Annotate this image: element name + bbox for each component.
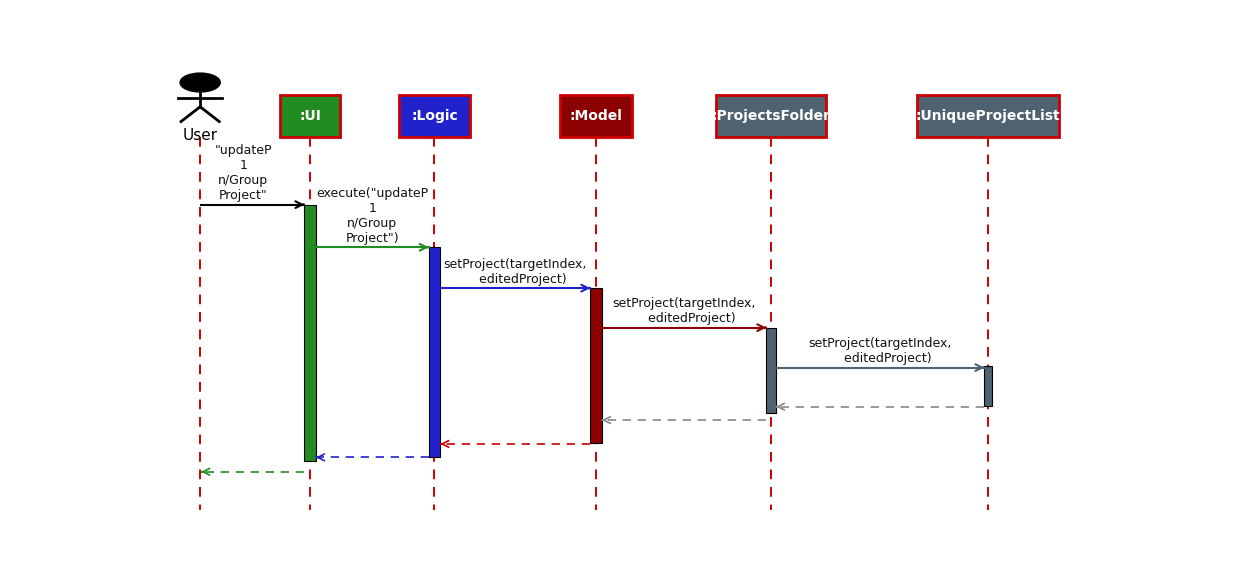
Circle shape: [180, 73, 220, 92]
FancyBboxPatch shape: [716, 94, 826, 138]
FancyBboxPatch shape: [280, 94, 339, 138]
Text: setProject(targetIndex,
    editedProject): setProject(targetIndex, editedProject): [612, 297, 755, 325]
Text: :Logic: :Logic: [411, 109, 458, 123]
Text: :UI: :UI: [299, 109, 321, 123]
Text: "updateP
1
n/Group
Project": "updateP 1 n/Group Project": [215, 145, 271, 202]
Bar: [428, 247, 441, 457]
Text: setProject(targetIndex,
    editedProject): setProject(targetIndex, editedProject): [808, 338, 951, 366]
Bar: [766, 328, 776, 413]
FancyBboxPatch shape: [917, 94, 1059, 138]
FancyBboxPatch shape: [560, 94, 632, 138]
Text: :UniqueProjectList: :UniqueProjectList: [916, 109, 1060, 123]
Text: :ProjectsFolder: :ProjectsFolder: [712, 109, 830, 123]
FancyBboxPatch shape: [399, 94, 470, 138]
Bar: [590, 288, 602, 444]
Text: setProject(targetIndex,
    editedProject): setProject(targetIndex, editedProject): [443, 258, 587, 286]
Text: User: User: [183, 128, 217, 143]
Bar: [305, 205, 316, 461]
Text: execute("updateP
1
n/Group
Project"): execute("updateP 1 n/Group Project"): [316, 187, 428, 245]
Bar: [985, 366, 992, 406]
Text: :Model: :Model: [570, 109, 622, 123]
